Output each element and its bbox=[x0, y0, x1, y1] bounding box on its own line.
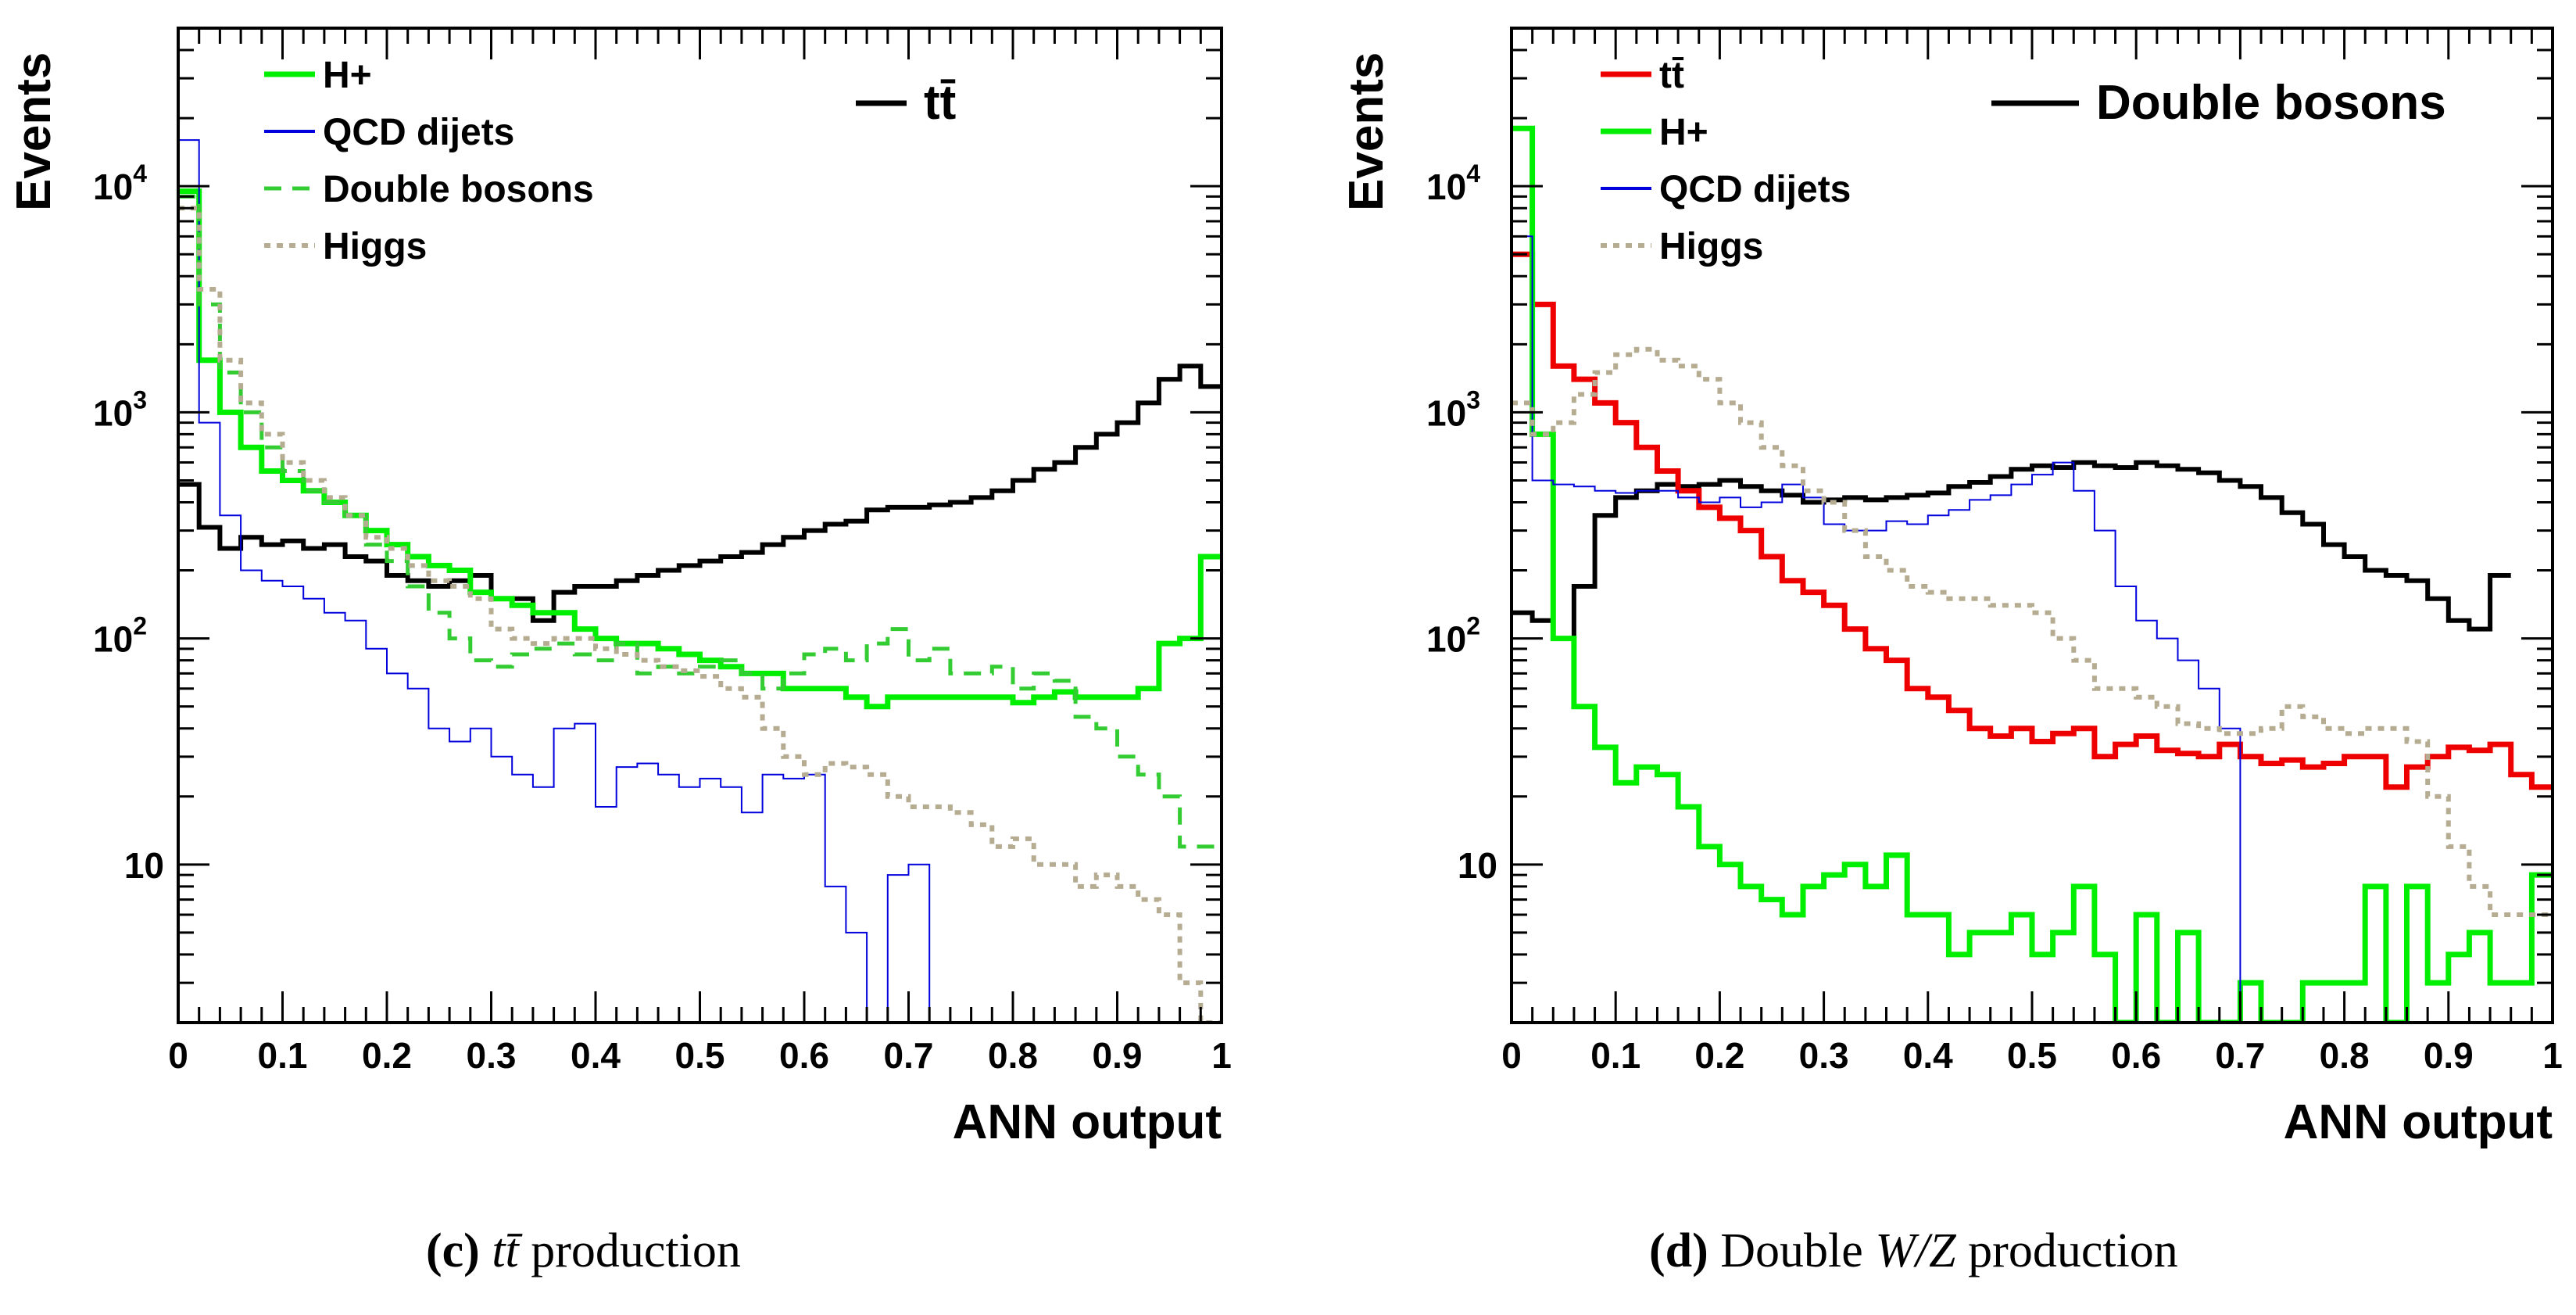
caption-d-label: (d) bbox=[1649, 1224, 1708, 1277]
y-tick-label: 102 bbox=[1426, 612, 1480, 660]
x-axis-label: ANN output bbox=[2284, 1095, 2553, 1149]
x-tick-label: 0 bbox=[168, 1035, 188, 1076]
legend-label: tt̄ bbox=[1659, 55, 1684, 96]
y-tick-label: 104 bbox=[1426, 159, 1480, 207]
x-tick-label: 1 bbox=[2542, 1035, 2563, 1076]
x-tick-label: 0.4 bbox=[1903, 1035, 1953, 1076]
caption-d-text-pre: Double bbox=[1708, 1224, 1876, 1277]
series-h--line bbox=[1512, 125, 2553, 1023]
y-tick-label: 102 bbox=[93, 612, 147, 660]
series-double-bosons-line bbox=[178, 194, 1222, 849]
series-qcd-dijets-line bbox=[178, 139, 1222, 1023]
x-tick-label: 0.6 bbox=[2111, 1035, 2161, 1076]
series-higgs-line bbox=[1512, 346, 2553, 917]
x-tick-label: 0.9 bbox=[1093, 1035, 1143, 1076]
caption-d-math: W/Z bbox=[1875, 1224, 1956, 1277]
series-tt--line bbox=[1512, 251, 2553, 790]
y-tick-label: 10 bbox=[1458, 845, 1497, 886]
x-tick-label: 0.8 bbox=[988, 1035, 1038, 1076]
panel-title: Double bosons bbox=[2096, 76, 2446, 130]
x-axis-label: ANN output bbox=[953, 1095, 1222, 1149]
y-tick-label: 10 bbox=[124, 845, 164, 886]
series-h--line bbox=[178, 188, 1222, 710]
legend-label: QCD dijets bbox=[1659, 169, 1851, 210]
x-tick-label: 0.2 bbox=[1694, 1035, 1744, 1076]
y-tick-label: 103 bbox=[1426, 385, 1480, 433]
x-tick-label: 0.2 bbox=[362, 1035, 412, 1076]
y-axis-label: Events bbox=[7, 52, 61, 211]
x-tick-label: 0.7 bbox=[884, 1035, 934, 1076]
histograms-c bbox=[178, 139, 1222, 1023]
x-tick-label: 0.9 bbox=[2424, 1035, 2474, 1076]
histograms-d bbox=[1512, 125, 2553, 1023]
x-tick-label: 0.1 bbox=[1590, 1035, 1640, 1076]
caption-d: (d) Double W/Z production bbox=[1649, 1224, 2178, 1279]
x-tick-label: 0.7 bbox=[2215, 1035, 2265, 1076]
series-tt--line bbox=[178, 364, 1222, 623]
y-tick-label: 104 bbox=[93, 159, 147, 207]
y-axis-label: Events bbox=[1340, 52, 1394, 211]
caption-c: (c) tt̄ production bbox=[426, 1224, 741, 1279]
legend-label: H+ bbox=[1659, 112, 1708, 153]
legend-label: Double bosons bbox=[323, 169, 594, 210]
series-higgs-line bbox=[178, 206, 1222, 1023]
x-tick-label: 0.5 bbox=[2007, 1035, 2057, 1076]
panel-title: tt̄ bbox=[924, 76, 956, 130]
caption-c-text: production bbox=[518, 1224, 741, 1277]
caption-c-label: (c) bbox=[426, 1224, 480, 1277]
y-tick-label: 103 bbox=[93, 385, 147, 433]
x-tick-label: 0 bbox=[1501, 1035, 1522, 1076]
x-tick-label: 0.5 bbox=[675, 1035, 725, 1076]
series-qcd-dijets-line bbox=[1512, 235, 2553, 1023]
x-tick-label: 0.1 bbox=[258, 1035, 308, 1076]
caption-d-text: production bbox=[1955, 1224, 2178, 1277]
legend-label: Higgs bbox=[323, 226, 427, 267]
panel-d: 0 0.1 0.2 0.3 0.4 0.5 0.6 0.7 0.8 0.9 1 10 102 103 104… bbox=[1340, 27, 2563, 1149]
x-tick-label: 0.3 bbox=[1799, 1035, 1849, 1076]
x-tick-label: 1 bbox=[1211, 1035, 1232, 1076]
x-tick-label: 0.8 bbox=[2320, 1035, 2370, 1076]
x-tick-label: 0.4 bbox=[571, 1035, 621, 1076]
panel-c: 0 0.1 0.2 0.3 0.4 0.5 0.6 0.7 0.8 0.9 1 10 102 103 104… bbox=[7, 27, 1232, 1149]
caption-c-math: tt̄ bbox=[492, 1224, 519, 1277]
legend-label: H+ bbox=[323, 55, 372, 96]
legend-label: Higgs bbox=[1659, 226, 1763, 267]
legend-label: QCD dijets bbox=[323, 112, 514, 153]
x-tick-label: 0.6 bbox=[779, 1035, 829, 1076]
x-tick-label: 0.3 bbox=[467, 1035, 517, 1076]
